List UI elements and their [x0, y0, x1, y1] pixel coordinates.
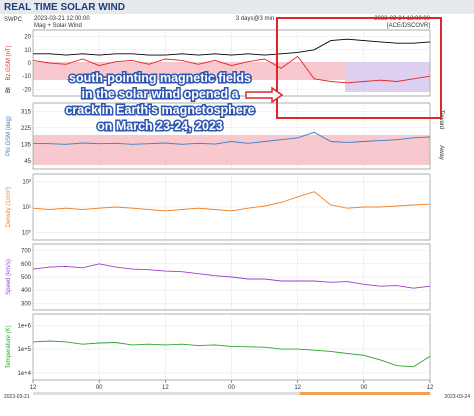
right-label: Toward — [438, 110, 444, 129]
product: Mag + Solar Wind — [34, 23, 82, 29]
y-tick-label: 45 — [24, 159, 31, 165]
x-tick-label: 12 — [427, 385, 434, 391]
y-tick-label: 1e+5 — [17, 347, 31, 353]
title-bar — [0, 0, 474, 14]
data-line — [32, 263, 431, 289]
y-tick-label: -10 — [22, 74, 31, 80]
x-tick-label: 12 — [30, 385, 37, 391]
start-time: 2023-03-21 12:00:00 — [34, 16, 90, 22]
x-tick-label: 00 — [96, 385, 103, 391]
y-tick-label: 500 — [21, 275, 32, 281]
y-axis-label: Density (1/cm³) — [6, 187, 12, 228]
footer-date: 2023-03-24 — [444, 394, 470, 400]
highlight-box — [276, 17, 442, 119]
y-tick-label: -20 — [22, 87, 31, 93]
y-tick-label: 10² — [22, 180, 31, 186]
y-tick-label: 20 — [24, 35, 31, 41]
source: SWPC — [4, 17, 23, 23]
y-axis-label: Speed (km/s) — [6, 259, 12, 295]
x-tick-label: 00 — [228, 385, 235, 391]
x-tick-label: 00 — [360, 385, 367, 391]
y-tick-label: 400 — [21, 288, 32, 294]
span: 3 days@3 min — [236, 16, 274, 22]
y-tick-label: 135 — [21, 142, 32, 148]
y-tick-label: 10¹ — [22, 205, 31, 211]
data-line — [32, 55, 431, 84]
data-line — [33, 38, 431, 56]
y-tick-label: 10⁰ — [22, 229, 32, 236]
legend-entry: Bz GSM (nT) — [6, 45, 12, 80]
y-tick-label: 1e+6 — [17, 323, 31, 329]
x-tick-label: 12 — [294, 385, 301, 391]
arrow — [245, 86, 284, 104]
plots: -20 -10 0 10 20 Bt Bz GSM (nT) 45 135 225 315 Phi G… — [6, 29, 444, 391]
y-tick-label: 1e+4 — [17, 371, 31, 377]
annotation: in the solar wind opened a — [82, 87, 240, 101]
page-title: REAL TIME SOLAR WIND — [4, 2, 125, 13]
annotation: south-pointing magnetic fields — [69, 71, 251, 85]
spacecraft: [ACE/DSCOVR] — [387, 23, 430, 29]
data-line — [32, 340, 431, 368]
legend-entry: Bt — [6, 87, 12, 93]
y-tick-label: 700 — [21, 249, 32, 255]
shade — [345, 62, 430, 92]
y-axis-label: Phi GSM (deg) — [6, 116, 12, 156]
x-tick-label: 12 — [162, 385, 169, 391]
y-tick-label: 0 — [28, 61, 32, 67]
y-tick-label: 225 — [21, 126, 32, 132]
annotation: on March 23-24, 2023 — [97, 119, 223, 133]
y-axis-label: Temperature (K) — [6, 325, 12, 368]
y-tick-label: 600 — [21, 262, 32, 268]
y-tick-label: 300 — [21, 301, 32, 307]
right-label: Away — [438, 145, 444, 160]
y-tick-label: 315 — [21, 109, 32, 115]
status-bar — [300, 392, 430, 395]
annotation: crack in Earth's magnetosphere — [65, 103, 254, 117]
data-line — [32, 191, 431, 212]
y-tick-label: 10 — [24, 48, 31, 54]
status-bar — [33, 392, 430, 395]
footer-date: 2023-03-21 — [4, 394, 30, 400]
data-line — [32, 131, 431, 145]
